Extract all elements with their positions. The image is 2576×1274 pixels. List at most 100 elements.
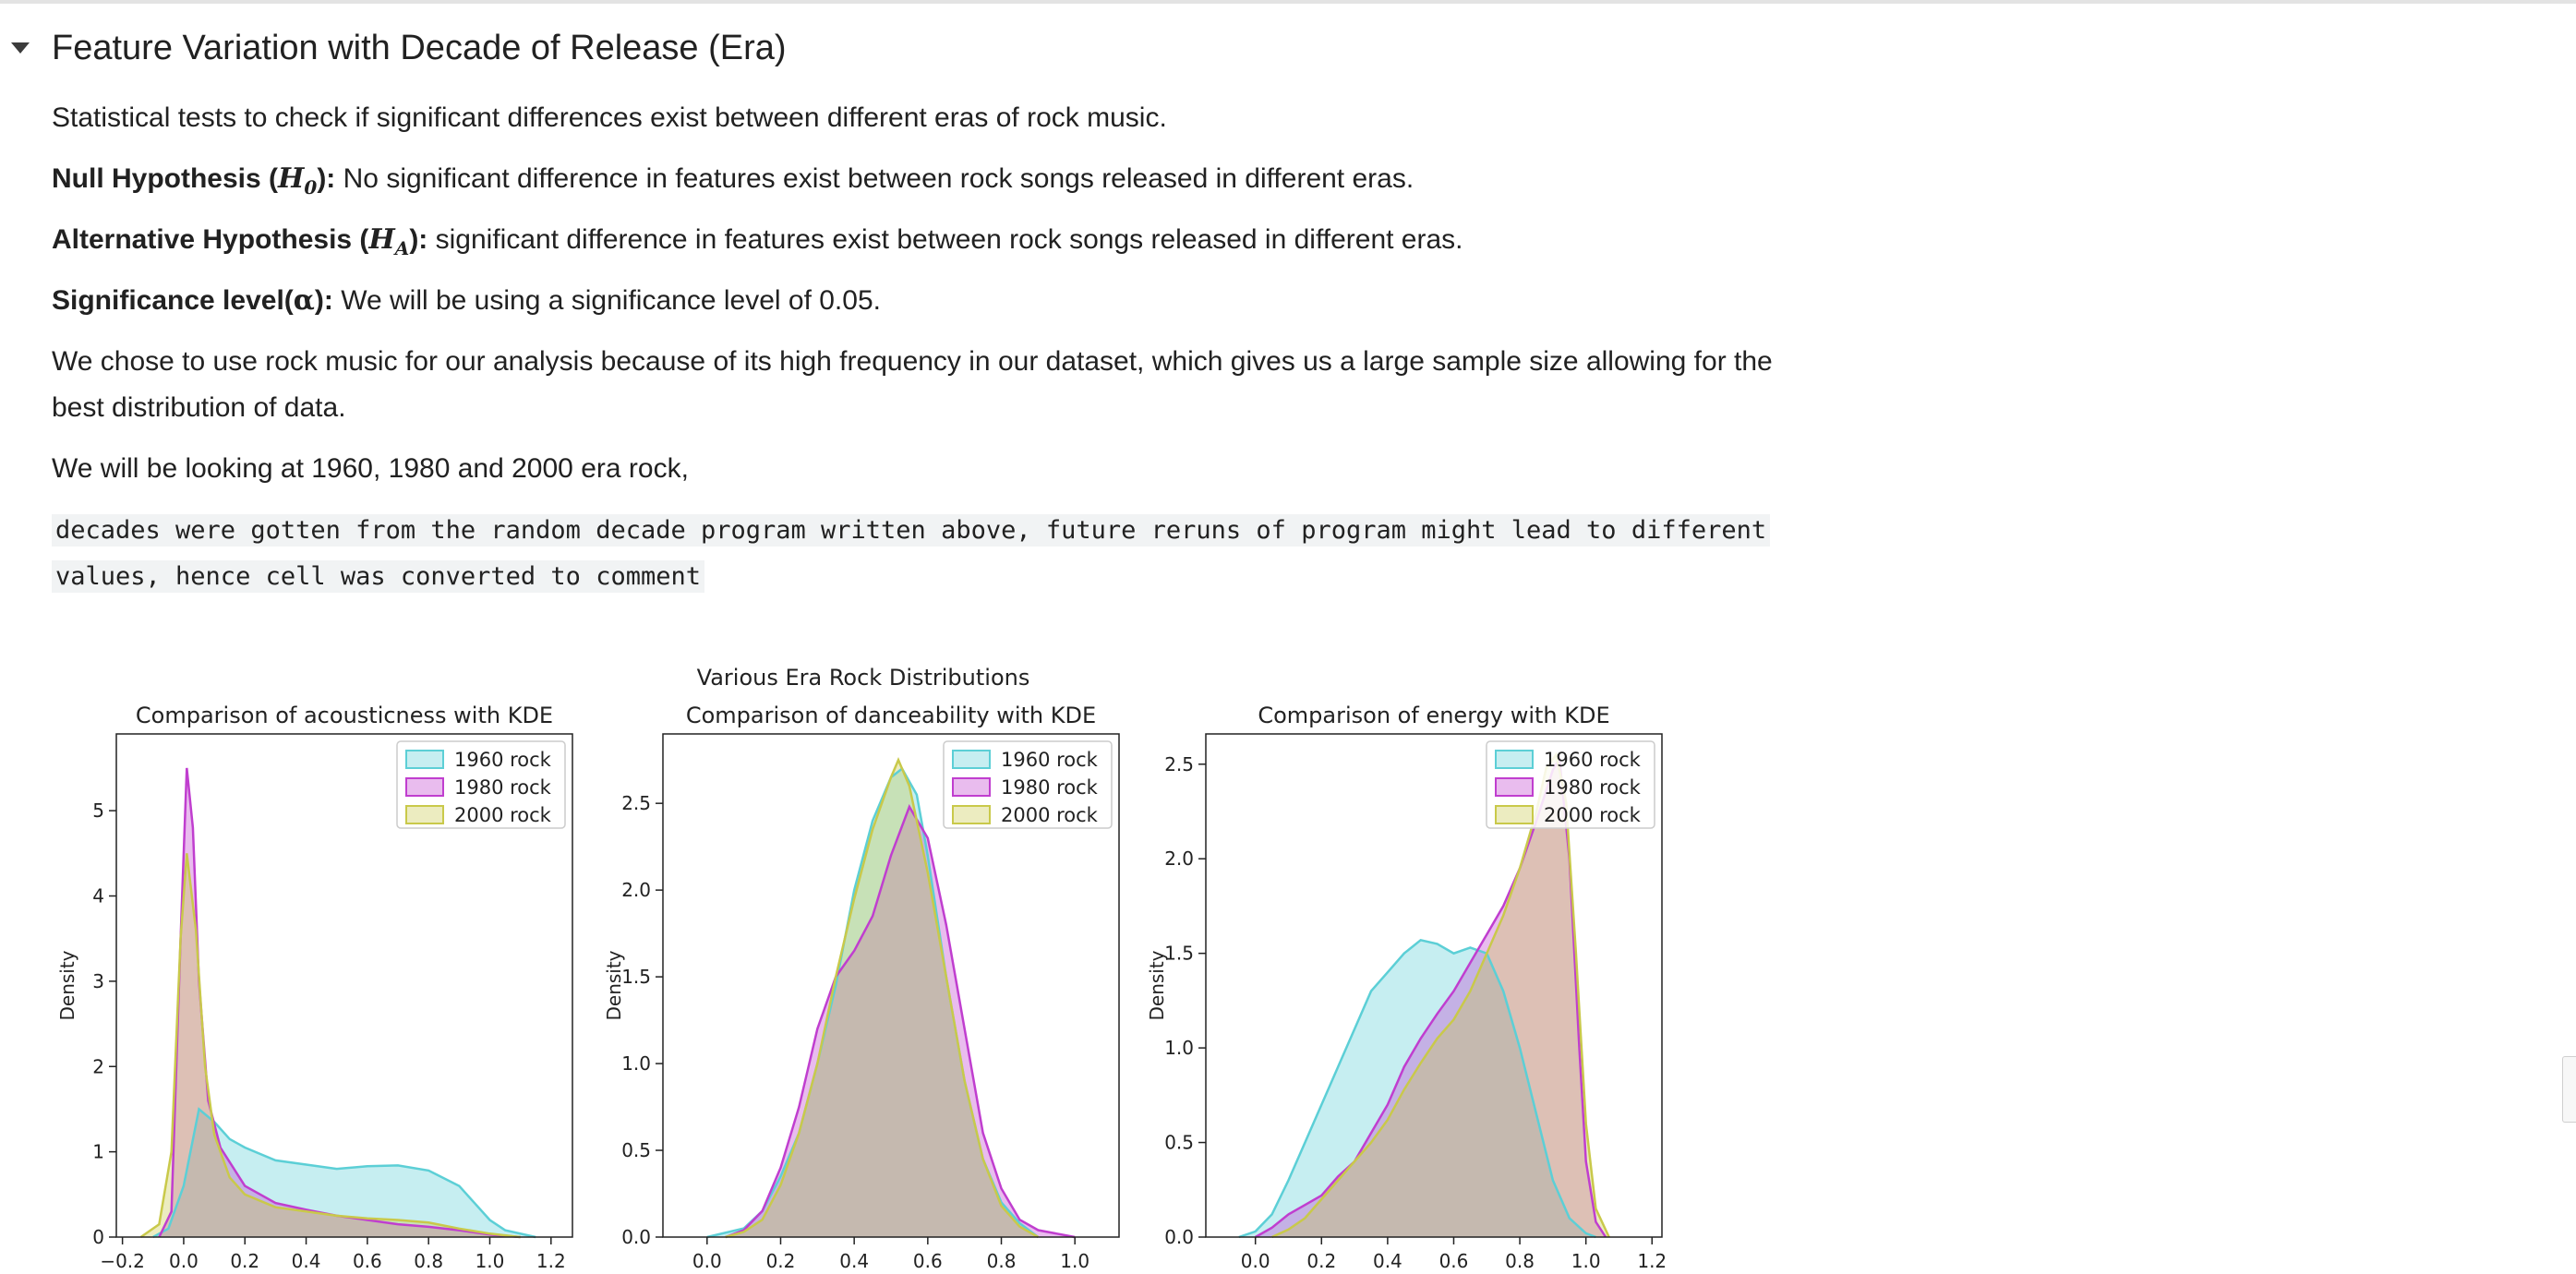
- y-tick-label: 0.5: [1164, 1132, 1194, 1154]
- x-tick-label: 1.2: [1637, 1250, 1667, 1272]
- section-header[interactable]: Feature Variation with Decade of Release…: [0, 20, 787, 76]
- x-tick-label: 0.0: [169, 1250, 199, 1272]
- axes-frame: [1205, 733, 1663, 1238]
- series-area-1980-rock: [725, 806, 1076, 1237]
- y-axis-label: Density: [603, 950, 625, 1020]
- legend-swatch: [1495, 750, 1534, 769]
- y-tick-label: 0.5: [621, 1139, 651, 1161]
- legend-label: 2000 rock: [454, 804, 552, 826]
- x-tick-label: 0.0: [692, 1250, 722, 1272]
- series-line-1960-rock: [152, 1107, 536, 1239]
- kde-figure: Various Era Rock Distributions −0.2 0.0 0.…: [56, 665, 1667, 1272]
- legend-swatch: [952, 777, 991, 797]
- legend-label: 1960 rock: [1544, 749, 1642, 771]
- chart-3: 0.0 0.2 0.4 0.6 0.8 1.0 1.2 0.0 0.5 1.0 1.5 2.0 2.5 C…: [1146, 703, 1667, 1272]
- x-tick-label: 0.6: [353, 1250, 382, 1272]
- x-tick-label: 1.0: [475, 1250, 505, 1272]
- legend-label: 2000 rock: [1001, 804, 1099, 826]
- legend-label: 2000 rock: [1544, 804, 1642, 826]
- chart-2: 0.0 0.2 0.4 0.6 0.8 1.0 0.0 0.5 1.0 1.5 2.0 2.5 Comp…: [603, 703, 1120, 1272]
- x-tick-label: 0.8: [1505, 1250, 1535, 1272]
- rationale-text: We chose to use rock music for our analy…: [52, 339, 1898, 431]
- legend-swatch: [405, 805, 444, 824]
- alt-hypothesis-label: Alternative Hypothesis (HA):: [52, 223, 428, 259]
- legend-swatch: [1495, 805, 1534, 824]
- series-line-1980-rock: [725, 804, 1076, 1239]
- significance-text: We will be using a significance level of…: [332, 285, 881, 316]
- x-tick-label: 0.4: [839, 1250, 869, 1272]
- figure-suptitle: Various Era Rock Distributions: [697, 665, 1030, 691]
- y-tick-label: 2.0: [621, 879, 651, 901]
- series-line-2000-rock: [139, 853, 521, 1239]
- x-tick-label: 0.8: [987, 1250, 1017, 1272]
- cell-top-border: [0, 0, 2576, 4]
- legend: 1960 rock 1980 rock 2000 rock: [943, 740, 1113, 829]
- y-tick-label: 2.5: [621, 792, 651, 814]
- collapse-caret-icon[interactable]: [11, 42, 30, 54]
- y-tick-label: 3: [92, 970, 104, 992]
- legend-swatch: [952, 805, 991, 824]
- eras-text: We will be looking at 1960, 1980 and 200…: [52, 453, 689, 484]
- y-tick-label: 1: [92, 1141, 104, 1163]
- series-line-2000-rock: [725, 756, 1040, 1239]
- section-title: Feature Variation with Decade of Release…: [52, 28, 787, 67]
- alt-hypothesis-text: significant difference in features exist…: [427, 224, 1463, 255]
- chart-title: Comparison of danceability with KDE: [686, 703, 1096, 728]
- series-area-1980-rock: [159, 767, 521, 1237]
- x-tick-label: −0.2: [100, 1250, 145, 1272]
- y-tick-label: 2.5: [1164, 753, 1194, 775]
- y-tick-label: 0.0: [1164, 1226, 1194, 1248]
- y-tick-label: 0.0: [621, 1226, 651, 1248]
- y-axis-label: Density: [56, 950, 78, 1020]
- legend-swatch: [952, 750, 991, 769]
- x-tick-label: 0.6: [913, 1250, 943, 1272]
- series-line-1980-rock: [158, 767, 521, 1239]
- legend-swatch: [1495, 777, 1534, 797]
- x-tick-label: 1.0: [1571, 1250, 1601, 1272]
- y-tick-label: 1.0: [621, 1052, 651, 1075]
- x-tick-label: 0.2: [1306, 1250, 1336, 1272]
- x-tick-label: 1.2: [536, 1250, 566, 1272]
- y-tick-label: 0: [92, 1226, 104, 1248]
- intro-text: Statistical tests to check if significan…: [52, 102, 1167, 133]
- legend-label: 1960 rock: [454, 749, 552, 771]
- series-area-1960-rock: [152, 1109, 536, 1237]
- null-hypothesis: Null Hypothesis (H0): No significant dif…: [52, 156, 1898, 210]
- axes-frame: [115, 733, 573, 1238]
- code-comment: decades were gotten from the random deca…: [52, 508, 1898, 600]
- legend-label: 1980 rock: [454, 776, 552, 799]
- alt-hypothesis: Alternative Hypothesis (HA): significant…: [52, 217, 1898, 271]
- series-line-1960-rock: [1238, 938, 1596, 1239]
- y-tick-label: 1.5: [621, 966, 651, 988]
- legend-label: 1980 rock: [1001, 776, 1099, 799]
- series-area-2000-rock: [1271, 754, 1609, 1237]
- rationale-line-1: We chose to use rock music for our analy…: [52, 346, 1773, 377]
- y-tick-label: 1.0: [1164, 1037, 1194, 1059]
- series-area-1960-rock: [1238, 940, 1596, 1237]
- chart-1: −0.2 0.0 0.2 0.4 0.6 0.8 1.0 1.2 0 1 2 3 4 5 Compariso…: [56, 703, 573, 1272]
- x-tick-label: 0.6: [1439, 1250, 1469, 1272]
- x-tick-label: 0.2: [230, 1250, 259, 1272]
- scrollbar-handle[interactable]: [2562, 1056, 2576, 1123]
- chart-title: Comparison of energy with KDE: [1258, 703, 1609, 728]
- y-tick-label: 4: [92, 885, 104, 907]
- legend-swatch: [405, 777, 444, 797]
- x-tick-label: 1.0: [1060, 1250, 1089, 1272]
- legend-label: 1960 rock: [1001, 749, 1099, 771]
- significance-label: Significance level(α):: [52, 284, 333, 317]
- x-tick-label: 0.8: [414, 1250, 443, 1272]
- y-tick-label: 1.5: [1164, 943, 1194, 965]
- y-tick-label: 5: [92, 799, 104, 822]
- axes-frame: [662, 733, 1120, 1238]
- null-hypothesis-label: Null Hypothesis (H0):: [52, 162, 336, 198]
- significance-level: Significance level(α): We will be using …: [52, 278, 1898, 324]
- legend-swatch: [405, 750, 444, 769]
- series-area-1980-rock: [1255, 758, 1607, 1237]
- legend: 1960 rock 1980 rock 2000 rock: [1486, 740, 1655, 829]
- y-tick-label: 2: [92, 1055, 104, 1077]
- y-tick-label: 2.0: [1164, 847, 1194, 870]
- x-tick-label: 0.2: [766, 1250, 796, 1272]
- series-area-1960-rock: [706, 768, 1039, 1237]
- legend-label: 1980 rock: [1544, 776, 1642, 799]
- rationale-line-2: best distribution of data.: [52, 392, 346, 423]
